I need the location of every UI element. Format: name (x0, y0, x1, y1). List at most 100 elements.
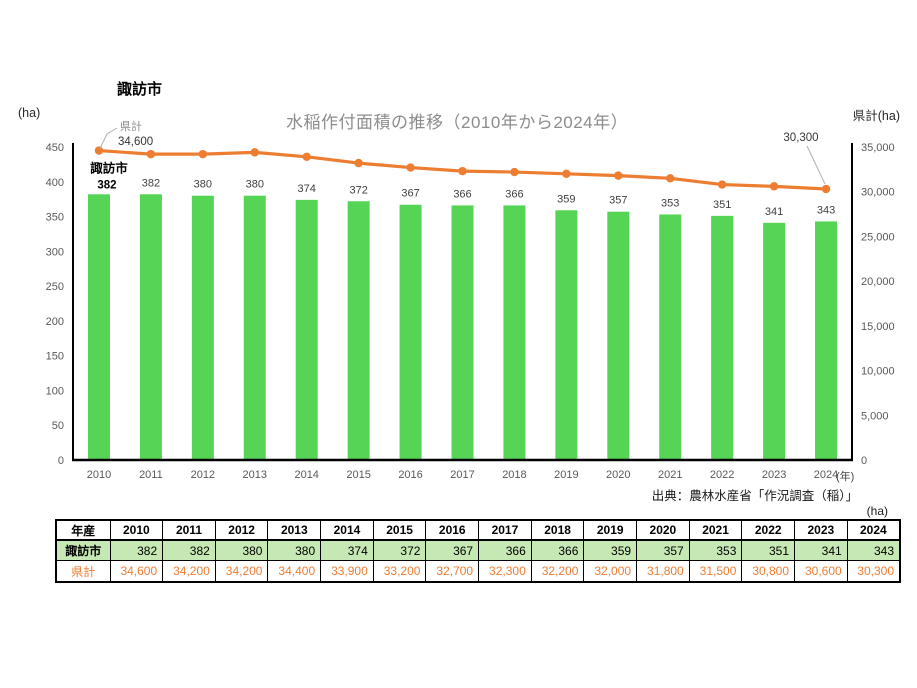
right-tick-35000: 35,000 (861, 142, 895, 154)
table-header-row: 年産 2010 2011 2012 2013 2014 2015 2016 2017 2018 20… (55, 519, 901, 541)
line-last-value: 30,300 (783, 132, 818, 144)
source-note: 出典：農林水産省「作況調査（稲）」 (651, 489, 858, 503)
table-cell-県計-2019: 32,000 (583, 560, 638, 583)
bar-2024 (815, 221, 838, 460)
table-cell-諏訪市-2018: 366 (530, 539, 585, 561)
right-tick-15000: 15,000 (861, 321, 895, 333)
bar-label-2023: 341 (765, 206, 783, 218)
line-marker-2023 (769, 182, 779, 191)
table-cell-県計-2021: 31,500 (688, 560, 743, 583)
bar-label-2015: 372 (349, 184, 367, 196)
x-axis-unit-label: (年) (836, 471, 855, 483)
left-tick-0: 0 (58, 455, 64, 467)
right-tick-20000: 20,000 (861, 276, 895, 288)
leader-line-last (806, 145, 826, 185)
line-marker-2011 (146, 149, 156, 159)
table-cell-諏訪市-2010: 382 (109, 539, 164, 561)
table-cell-諏訪市-2011: 382 (162, 539, 216, 561)
table-cell-諏訪市-2024: 343 (846, 539, 901, 561)
x-tick-2023: 2023 (762, 469, 786, 481)
table-header-2011: 2011 (162, 519, 216, 541)
right-tick-10000: 10,000 (861, 366, 895, 378)
line-marker-2017 (458, 166, 467, 176)
combo-chart-plot: 諏訪市 382 382 380 380 374 372 367 366 366 359 357 353 3… (46, 119, 895, 481)
table-cell-諏訪市-2015: 372 (372, 539, 427, 561)
bar-label-2011: 382 (142, 177, 160, 189)
line-marker-2022 (717, 180, 727, 189)
table-header-2018: 2018 (530, 519, 585, 541)
x-tick-2016: 2016 (398, 469, 422, 481)
left-tick-50: 50 (52, 420, 64, 432)
chart-title: 水稲作付面積の推移（2010年から2024年） (286, 113, 629, 132)
x-tick-2011: 2011 (139, 469, 163, 481)
line-marker-2019 (562, 169, 571, 179)
table-cell-諏訪市-2023: 341 (794, 539, 848, 561)
line-marker-2020 (614, 171, 623, 180)
left-tick-250: 250 (46, 281, 64, 293)
bar-2020 (607, 211, 630, 460)
x-tick-2022: 2022 (710, 469, 734, 481)
bar-2022 (711, 215, 734, 460)
x-tick-2018: 2018 (502, 469, 526, 481)
table-header-2019: 2019 (583, 519, 638, 541)
leader-line-first (99, 127, 118, 149)
table-cell-県計-2011: 34,200 (162, 560, 216, 583)
bar-2013 (243, 195, 266, 460)
right-axis-unit-label: 県計(ha) (852, 109, 900, 123)
left-tick-300: 300 (46, 246, 64, 258)
table-unit-label: (ha) (866, 504, 888, 518)
table-cell-県計-2023: 30,600 (794, 560, 848, 583)
x-tick-2024: 2024 (814, 469, 838, 481)
left-tick-150: 150 (46, 351, 64, 363)
line-marker-2013 (250, 148, 259, 157)
line-series-label: 県計 (120, 119, 142, 133)
table-row-label-県計: 県計 (55, 560, 111, 583)
x-tick-2017: 2017 (450, 469, 474, 481)
bar-2010 (87, 194, 110, 460)
table-cell-諏訪市-2019: 359 (583, 539, 638, 561)
table-header-2020: 2020 (636, 519, 690, 541)
bar-label-2022: 351 (713, 199, 731, 211)
table-cell-諏訪市-2022: 351 (741, 539, 796, 561)
table-cell-諏訪市-2021: 353 (688, 539, 743, 561)
bar-2019 (555, 210, 578, 460)
table-cell-県計-2015: 33,200 (372, 560, 427, 583)
table-header-2017: 2017 (478, 519, 532, 541)
table-cell-県計-2018: 32,200 (530, 560, 585, 583)
bar-series-label: 諏訪市 (90, 160, 128, 175)
x-tick-2019: 2019 (554, 469, 578, 481)
bar-2023 (763, 222, 786, 460)
table-header-2022: 2022 (741, 519, 796, 541)
bar-label-2024: 343 (817, 204, 835, 216)
left-tick-100: 100 (46, 385, 64, 397)
x-tick-2021: 2021 (658, 469, 682, 481)
x-tick-2012: 2012 (191, 469, 215, 481)
right-tick-30000: 30,000 (861, 187, 895, 199)
table-header-year-label: 年産 (55, 519, 111, 541)
line-marker-2021 (666, 174, 675, 183)
bar-2011 (139, 194, 162, 460)
bar-2017 (451, 205, 474, 460)
left-tick-400: 400 (46, 177, 64, 189)
table-cell-県計-2014: 33,900 (320, 560, 374, 583)
table-cell-諏訪市-2014: 374 (320, 539, 374, 561)
table-header-2012: 2012 (214, 519, 269, 541)
bar-label-2016: 367 (401, 188, 419, 200)
bar-label-2014: 374 (298, 183, 316, 195)
table-row-label-諏訪市: 諏訪市 (55, 539, 111, 561)
bar-label-2020: 357 (609, 195, 627, 207)
bar-2015 (347, 201, 370, 460)
right-tick-0: 0 (861, 455, 867, 467)
line-marker-2016 (406, 163, 415, 172)
right-tick-25000: 25,000 (861, 231, 895, 243)
table-cell-県計-2017: 32,300 (478, 560, 532, 583)
data-table: 年産 2010 2011 2012 2013 2014 2015 2016 2017 2018 20… (55, 519, 901, 583)
bar-2021 (659, 214, 682, 460)
table-header-2023: 2023 (794, 519, 848, 541)
table-cell-県計-2020: 31,800 (636, 560, 690, 583)
table-row-諏訪市: 諏訪市 382 382 380 380 374 372 367 366 366 359 357 353 3… (55, 539, 901, 561)
line-first-value: 34,600 (118, 136, 153, 148)
line-marker-2012 (198, 149, 208, 159)
bar-2016 (399, 204, 422, 460)
